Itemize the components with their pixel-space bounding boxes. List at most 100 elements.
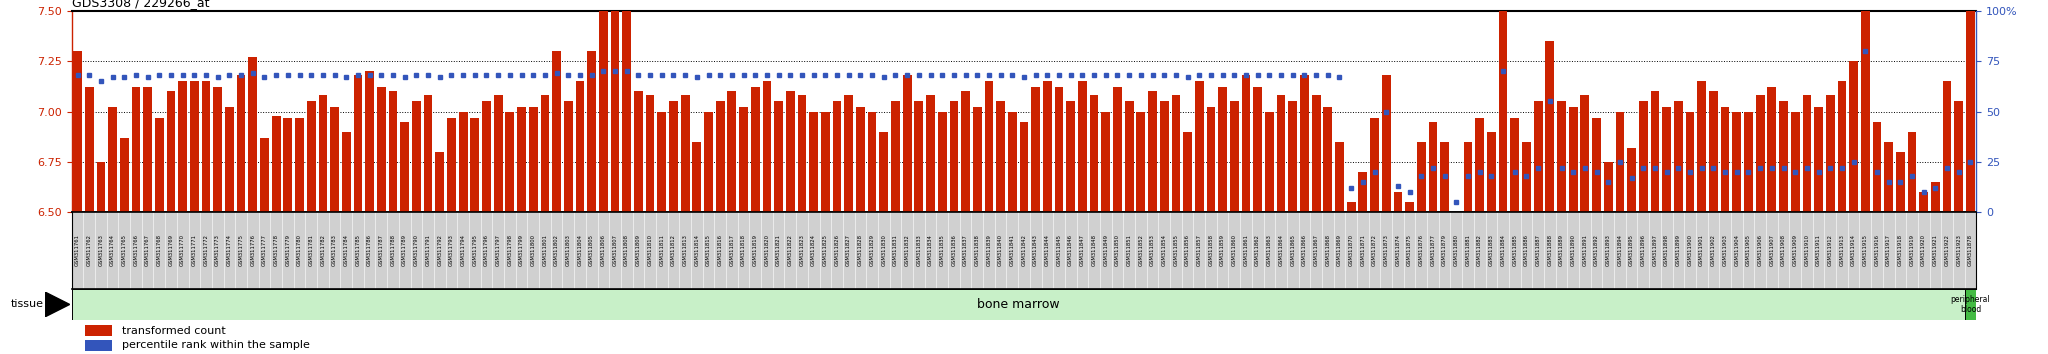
Text: GSM311839: GSM311839 (987, 234, 991, 267)
Text: GSM311824: GSM311824 (811, 234, 817, 267)
Text: GSM311842: GSM311842 (1022, 234, 1026, 267)
Bar (424, 95, 432, 212)
Text: GSM311920: GSM311920 (1921, 234, 1927, 267)
Text: GSM311848: GSM311848 (1092, 234, 1096, 267)
Text: GSM311853: GSM311853 (1151, 234, 1155, 267)
Bar (330, 108, 340, 212)
Bar (1698, 81, 1706, 212)
Text: GSM311871: GSM311871 (1360, 234, 1366, 267)
Text: GSM311792: GSM311792 (438, 234, 442, 267)
Bar (588, 51, 596, 212)
Text: GSM311845: GSM311845 (1057, 234, 1061, 267)
Text: GSM311765: GSM311765 (121, 234, 127, 267)
Bar (342, 132, 350, 212)
Text: GSM311859: GSM311859 (1221, 234, 1225, 267)
Bar (1393, 192, 1403, 212)
Bar (1475, 118, 1485, 212)
Text: GSM311770: GSM311770 (180, 234, 184, 267)
Bar (1720, 108, 1729, 212)
Bar (1673, 102, 1683, 212)
Bar (494, 95, 502, 212)
Bar (412, 102, 420, 212)
Text: GSM311904: GSM311904 (1735, 234, 1739, 267)
Bar (868, 112, 877, 212)
Text: GSM311906: GSM311906 (1757, 234, 1763, 267)
Bar (1591, 118, 1602, 212)
Text: GSM311860: GSM311860 (1231, 234, 1237, 267)
Bar (1604, 162, 1612, 212)
Bar (459, 112, 467, 212)
Bar (1815, 108, 1823, 212)
Bar (1884, 142, 1892, 212)
Text: GSM311763: GSM311763 (98, 234, 102, 267)
Bar (950, 102, 958, 212)
Text: GSM311911: GSM311911 (1817, 234, 1821, 267)
Bar (961, 91, 971, 212)
Bar (1733, 112, 1741, 212)
Bar (1790, 112, 1800, 212)
Text: GSM311918: GSM311918 (1898, 234, 1903, 267)
Text: GSM311867: GSM311867 (1313, 234, 1319, 267)
Text: GSM311841: GSM311841 (1010, 234, 1016, 267)
Bar (166, 91, 176, 212)
Bar (645, 95, 655, 212)
Text: GSM311777: GSM311777 (262, 234, 266, 267)
Bar (1266, 112, 1274, 212)
Text: GSM311816: GSM311816 (717, 234, 723, 267)
Bar (1534, 102, 1542, 212)
Text: GSM311776: GSM311776 (250, 234, 256, 267)
Bar (1663, 108, 1671, 212)
Text: GSM311804: GSM311804 (578, 234, 582, 267)
Bar (1931, 182, 1939, 212)
Bar (1042, 81, 1053, 212)
Bar (1944, 81, 1952, 212)
Text: GSM311817: GSM311817 (729, 234, 735, 267)
Bar (670, 102, 678, 212)
Text: GSM311780: GSM311780 (297, 234, 301, 267)
Bar (1954, 102, 1964, 212)
Text: GSM311762: GSM311762 (86, 234, 92, 267)
Bar (1405, 202, 1413, 212)
Bar (1323, 108, 1331, 212)
Bar (1616, 112, 1624, 212)
Bar (926, 95, 934, 212)
Bar (248, 57, 258, 212)
Text: GSM311923: GSM311923 (1956, 234, 1962, 267)
Text: GSM311840: GSM311840 (997, 234, 1004, 267)
Bar (1102, 112, 1110, 212)
Text: tissue: tissue (10, 299, 43, 309)
Bar (1755, 95, 1765, 212)
Text: GSM311884: GSM311884 (1501, 234, 1505, 267)
Text: GSM311790: GSM311790 (414, 234, 420, 267)
Text: GSM311907: GSM311907 (1769, 234, 1774, 267)
Text: GSM311809: GSM311809 (635, 234, 641, 267)
Text: GSM311830: GSM311830 (881, 234, 887, 267)
Text: GSM311829: GSM311829 (870, 234, 874, 267)
Bar (1638, 102, 1649, 212)
Text: GSM311786: GSM311786 (367, 234, 373, 267)
Bar (389, 91, 397, 212)
Bar (272, 115, 281, 212)
Bar (598, 11, 608, 212)
Bar (752, 87, 760, 212)
Bar (1149, 91, 1157, 212)
Bar (1124, 102, 1133, 212)
Text: GSM311789: GSM311789 (401, 234, 408, 267)
Text: GSM311894: GSM311894 (1618, 234, 1622, 267)
Text: GSM311798: GSM311798 (508, 234, 512, 267)
Text: GSM311889: GSM311889 (1559, 234, 1565, 267)
Text: GSM311857: GSM311857 (1196, 234, 1202, 267)
Bar (506, 112, 514, 212)
Bar (879, 132, 889, 212)
Text: GSM311796: GSM311796 (483, 234, 489, 267)
Bar (1919, 192, 1927, 212)
Text: GSM311916: GSM311916 (1874, 234, 1880, 267)
Bar (1219, 87, 1227, 212)
Text: GSM311797: GSM311797 (496, 234, 500, 267)
Bar (1311, 95, 1321, 212)
Text: GSM311769: GSM311769 (168, 234, 174, 267)
Text: GSM311849: GSM311849 (1104, 234, 1108, 267)
Bar (74, 51, 82, 212)
Text: bone marrow: bone marrow (977, 298, 1059, 311)
Text: GSM311879: GSM311879 (1442, 234, 1448, 267)
